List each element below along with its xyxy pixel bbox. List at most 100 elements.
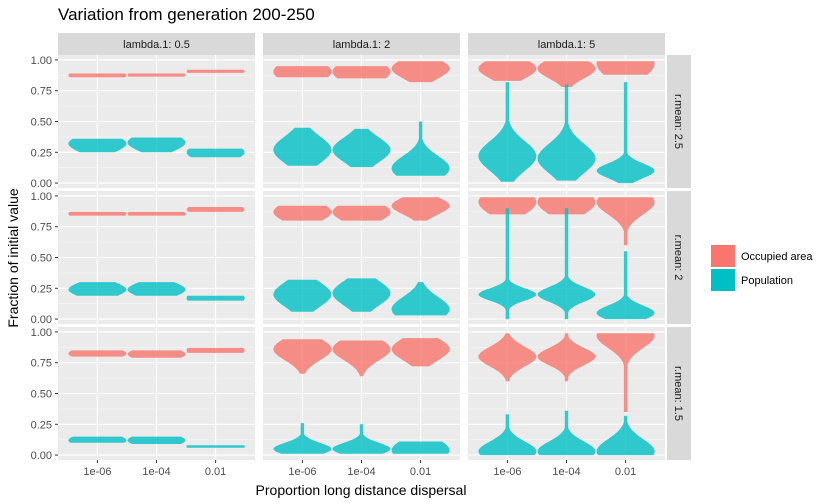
- chart-title: Variation from generation 200-250: [58, 5, 315, 24]
- violin-population: [273, 279, 332, 312]
- violin-population: [391, 441, 450, 454]
- facet-label-row: r.mean: 2.5: [672, 94, 684, 149]
- violin-occupied-area: [332, 205, 391, 221]
- y-tick-label: 0.75: [31, 86, 52, 98]
- y-tick-label: 1.00: [31, 191, 52, 203]
- facet-strip-row: [667, 327, 691, 460]
- violin-occupied-area: [391, 338, 450, 367]
- violin-population: [68, 436, 127, 443]
- y-tick-label: 1.00: [31, 55, 52, 67]
- facet-panel: 1e-06 1e-04 0.01: [468, 327, 665, 478]
- violin-population: [596, 82, 655, 184]
- facet-panel: 0.00 0.25 0.50 0.75 1.00: [31, 191, 255, 326]
- x-tick-label: 1e-06: [83, 466, 111, 478]
- violin-occupied-area: [127, 350, 186, 358]
- y-tick-label: 0.50: [31, 117, 52, 129]
- y-tick-label: 0.00: [31, 178, 52, 190]
- facet-panel: [468, 55, 665, 188]
- violin-occupied-area: [186, 69, 245, 73]
- violin-population: [127, 137, 186, 153]
- x-tick-label: 1e-06: [493, 466, 521, 478]
- violin-population: [127, 282, 186, 296]
- violin-occupied-area: [332, 66, 391, 79]
- x-axis-title: Proportion long distance dispersal: [256, 482, 467, 498]
- violin-occupied-area: [127, 211, 186, 216]
- facet-panel: 1e-06 1e-04 0.01: [263, 327, 460, 478]
- violin-occupied-area: [273, 339, 332, 374]
- violin-population: [332, 424, 391, 454]
- y-tick-label: 0.00: [31, 450, 52, 462]
- violin-population: [391, 121, 450, 176]
- violin-occupied-area: [537, 61, 596, 87]
- x-tick-label: 0.01: [205, 466, 226, 478]
- violin-population: [273, 127, 332, 166]
- legend-label: Population: [741, 275, 793, 287]
- violin-population: [68, 282, 127, 296]
- x-tick-label: 1e-04: [347, 466, 375, 478]
- violin-occupied-area: [68, 73, 127, 78]
- facet-strip-col: [263, 33, 460, 55]
- facet-strip-col: [58, 33, 255, 55]
- facet-label-col: lambda.1: 0.5: [123, 39, 190, 51]
- facet-panel: 0.00 0.25 0.50 0.75 1.00: [31, 55, 255, 190]
- facet-strip-row: [667, 55, 691, 188]
- violin-population: [391, 282, 450, 316]
- facet-panel: 0.00 0.25 0.50 0.75 1.00 1e-06 1e-04 0.01: [31, 327, 255, 478]
- legend: Occupied area Population: [711, 245, 813, 291]
- facet-label-row: r.mean: 2: [672, 235, 684, 281]
- y-tick-label: 0.50: [31, 389, 52, 401]
- violin-population: [186, 295, 245, 301]
- violin-occupied-area: [391, 197, 450, 221]
- violin-occupied-area: [273, 66, 332, 78]
- violin-population: [596, 251, 655, 320]
- y-tick-label: 0.75: [31, 358, 52, 370]
- legend-label: Occupied area: [741, 251, 813, 263]
- y-tick-label: 1.00: [31, 327, 52, 339]
- violin-occupied-area: [68, 211, 127, 216]
- facet-panel: [468, 191, 665, 324]
- violin-occupied-area: [537, 197, 596, 215]
- violin-population: [186, 148, 245, 158]
- x-tick-label: 0.01: [615, 466, 636, 478]
- violin-occupied-area: [186, 207, 245, 212]
- facet-panel: [263, 191, 460, 324]
- violin-occupied-area: [186, 347, 245, 353]
- x-tick-label: 0.01: [410, 466, 431, 478]
- violin-population: [537, 410, 596, 456]
- facet-label-row: r.mean: 1.5: [672, 366, 684, 421]
- violin-occupied-area: [596, 61, 655, 75]
- violin-population: [273, 423, 332, 454]
- violin-occupied-area: [478, 197, 537, 215]
- facet-label-col: lambda.1: 5: [538, 39, 595, 51]
- violin-occupied-area: [596, 333, 655, 412]
- y-tick-label: 0.25: [31, 283, 52, 295]
- violin-population: [332, 128, 391, 168]
- x-tick-label: 1e-04: [552, 466, 580, 478]
- violin-population: [478, 82, 537, 182]
- legend-key: [711, 245, 735, 267]
- violin-occupied-area: [478, 333, 537, 382]
- y-tick-label: 0.25: [31, 147, 52, 159]
- x-tick-label: 1e-06: [288, 466, 316, 478]
- violin-occupied-area: [537, 333, 596, 382]
- facet-strip-col: [468, 33, 665, 55]
- violin-population: [186, 445, 245, 448]
- legend-key: [711, 269, 735, 291]
- violin-occupied-area: [127, 73, 186, 77]
- y-tick-label: 0.75: [31, 222, 52, 234]
- violin-occupied-area: [391, 61, 450, 83]
- violin-population: [332, 278, 391, 312]
- violin-population: [478, 208, 537, 320]
- violin-population: [537, 84, 596, 181]
- violin-occupied-area: [596, 197, 655, 246]
- y-tick-label: 0.50: [31, 253, 52, 265]
- y-axis-title: Fraction of initial value: [5, 188, 21, 328]
- y-tick-label: 0.00: [31, 314, 52, 326]
- y-tick-label: 0.25: [31, 419, 52, 431]
- x-tick-label: 1e-04: [142, 466, 170, 478]
- facet-panel: [263, 55, 460, 188]
- violin-population: [478, 414, 537, 456]
- violin-population: [596, 415, 655, 456]
- violin-occupied-area: [68, 350, 127, 357]
